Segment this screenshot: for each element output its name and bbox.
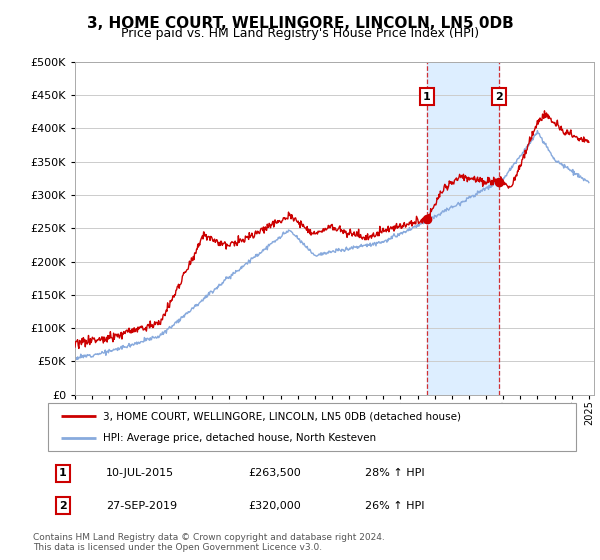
Text: Contains HM Land Registry data © Crown copyright and database right 2024.: Contains HM Land Registry data © Crown c… [33, 533, 385, 542]
Text: HPI: Average price, detached house, North Kesteven: HPI: Average price, detached house, Nort… [103, 433, 377, 443]
Bar [427, 62, 499, 395]
Text: 26% ↑ HPI: 26% ↑ HPI [365, 501, 424, 511]
Text: £263,500: £263,500 [248, 468, 301, 478]
Text: 28% ↑ HPI: 28% ↑ HPI [365, 468, 424, 478]
Text: This data is licensed under the Open Government Licence v3.0.: This data is licensed under the Open Gov… [33, 543, 322, 552]
Text: 1: 1 [423, 92, 431, 101]
Text: 2: 2 [495, 92, 503, 101]
Text: 1: 1 [59, 468, 67, 478]
Text: Price paid vs. HM Land Registry's House Price Index (HPI): Price paid vs. HM Land Registry's House … [121, 27, 479, 40]
Text: 3, HOME COURT, WELLINGORE, LINCOLN, LN5 0DB (detached house): 3, HOME COURT, WELLINGORE, LINCOLN, LN5 … [103, 411, 461, 421]
Text: 27-SEP-2019: 27-SEP-2019 [106, 501, 177, 511]
Text: 10-JUL-2015: 10-JUL-2015 [106, 468, 174, 478]
FancyBboxPatch shape [48, 403, 576, 451]
Text: £320,000: £320,000 [248, 501, 301, 511]
Text: 3, HOME COURT, WELLINGORE, LINCOLN, LN5 0DB: 3, HOME COURT, WELLINGORE, LINCOLN, LN5 … [86, 16, 514, 31]
Text: 2: 2 [59, 501, 67, 511]
